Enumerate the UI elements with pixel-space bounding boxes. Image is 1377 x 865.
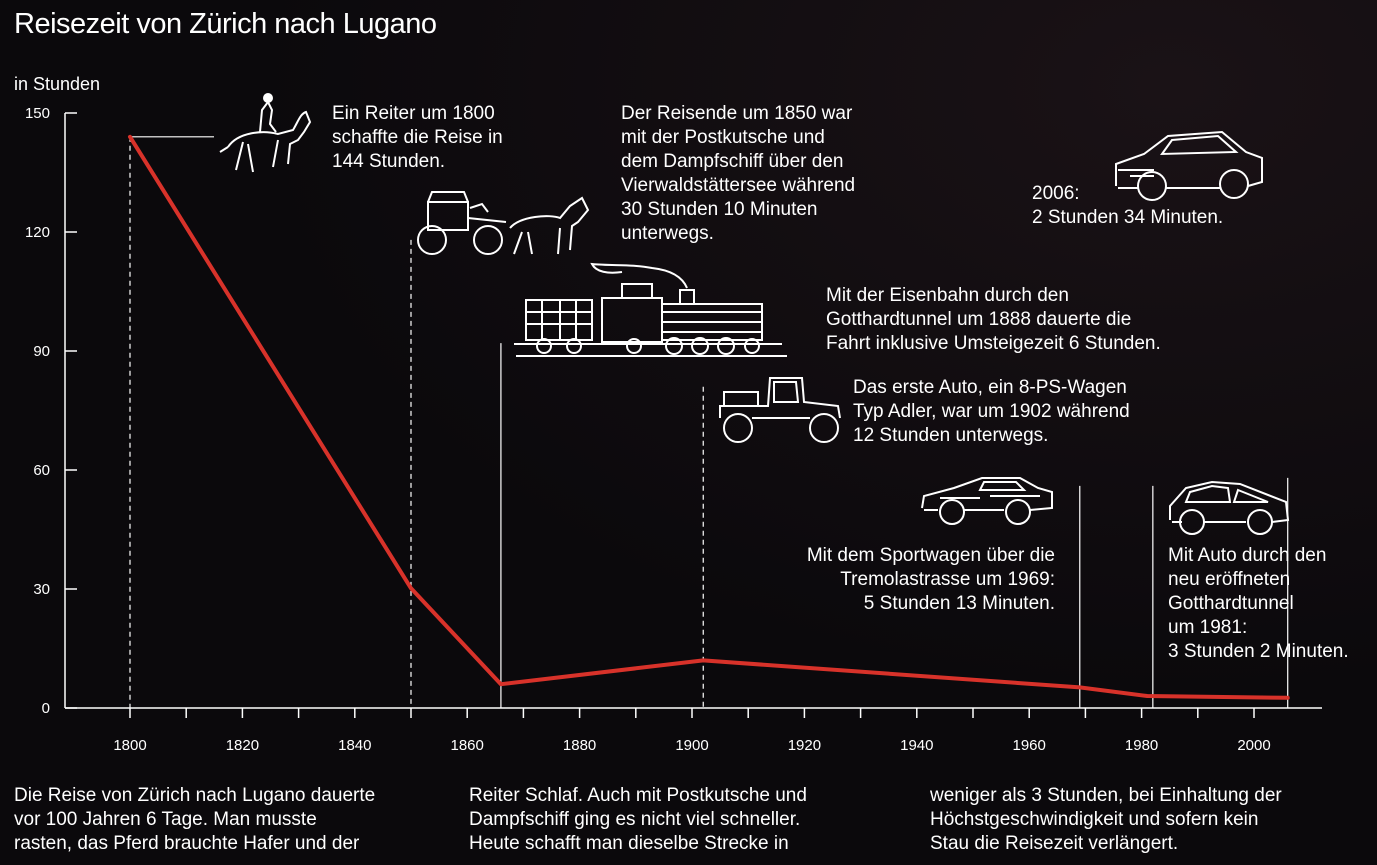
annotation-gotthard-1981: Mit Auto durch den neu eröffneten Gottha… [1168, 545, 1349, 662]
sports-car-icon [921, 477, 1053, 525]
footer-column-2: Reiter Schlaf. Auch mit Postkutsche und … [469, 785, 807, 854]
x-tick-label-1840: 1840 [338, 737, 371, 754]
x-tick-label-1820: 1820 [226, 737, 259, 754]
annotation-sportwagen: Mit dem Sportwagen über die Tremolastras… [806, 545, 1055, 614]
x-tick-label-1940: 1940 [900, 737, 933, 754]
y-tick-label-0: 0 [42, 700, 50, 717]
x-tick-label-1880: 1880 [563, 737, 596, 754]
series-line-0 [128, 134, 1290, 700]
annotation-postkutsche: Der Reisende um 1850 war mit der Postkut… [621, 103, 856, 244]
x-tick-label-1860: 1860 [451, 737, 484, 754]
y-tick-label-150: 150 [25, 105, 50, 122]
y-tick-label-90: 90 [33, 343, 50, 360]
hatchback-car-icon [1169, 480, 1290, 535]
muscle-car-icon [1115, 130, 1263, 201]
annotation-reiter: Ein Reiter um 1800 schaffte die Reise in… [332, 103, 503, 172]
y-tick-label-30: 30 [33, 581, 50, 598]
footer-column-1: Die Reise von Zürich nach Lugano dauerte… [14, 785, 376, 854]
horse-carriage-icon [417, 191, 590, 255]
y-axis-label: in Stunden [14, 74, 101, 94]
x-tick-label-1920: 1920 [788, 737, 821, 754]
x-tick-label-1800: 1800 [113, 737, 146, 754]
chart-series [128, 134, 1290, 700]
x-tick-label-1980: 1980 [1125, 737, 1158, 754]
y-tick-label-120: 120 [25, 224, 50, 241]
x-tick-label-2000: 2000 [1237, 737, 1270, 754]
chart-axes: 0 30 60 90 120 150 1800 1820 1840 1860 1880 1900 192… [25, 105, 1322, 754]
x-tick-label-1960: 1960 [1013, 737, 1046, 754]
annotation-auto-1902: Das erste Auto, ein 8-PS-Wagen Typ Adler… [853, 377, 1130, 446]
footer-column-3: weniger als 3 Stunden, bei Einhaltung de… [930, 785, 1282, 854]
page-title: Reisezeit von Zürich nach Lugano [14, 8, 437, 40]
y-tick-label-60: 60 [33, 462, 50, 479]
steam-train-icon [514, 262, 787, 357]
annotation-eisenbahn: Mit der Eisenbahn durch den Gotthardtunn… [826, 285, 1161, 354]
annotation-2006: 2006: 2 Stunden 34 Minuten. [1032, 183, 1224, 228]
vintage-car-icon [719, 377, 841, 443]
horse-rider-icon [219, 93, 312, 173]
x-tick-label-1900: 1900 [675, 737, 708, 754]
